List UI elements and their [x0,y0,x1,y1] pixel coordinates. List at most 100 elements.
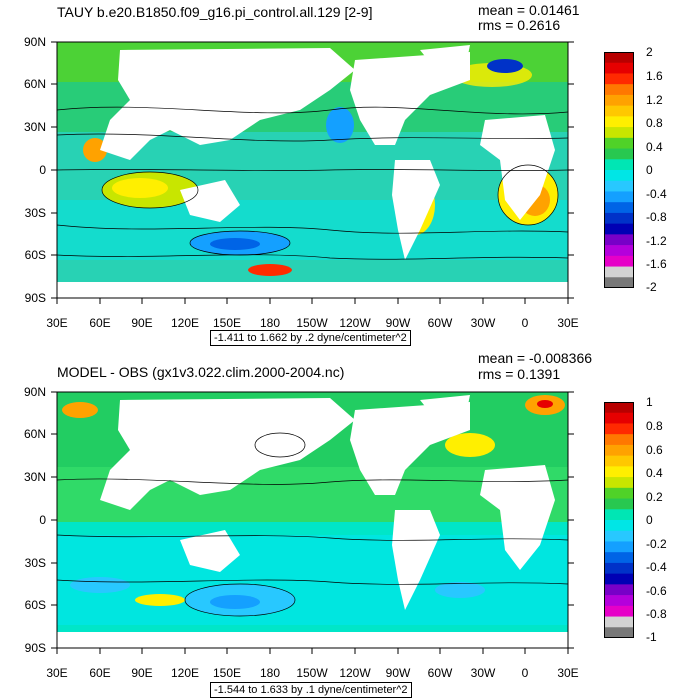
southern-min-core [210,238,260,250]
colorbar-swatch [604,595,634,607]
colorbar-swatch [604,202,634,214]
lon-label: 60E [89,316,111,330]
colorbar-swatch [604,530,634,542]
colorbar-swatch [604,191,634,203]
colorbar-label: -0.6 [646,584,667,598]
lat-label: 0 [39,513,46,527]
lon-label: 30E [46,666,68,680]
lon-label: 150W [296,666,328,680]
greenland [420,395,470,425]
barents-max [62,402,98,418]
colorbar-label: 1.2 [646,93,663,107]
lat-label: 60N [23,77,46,91]
australia [180,180,240,222]
colorbar-swatch [604,466,634,478]
colorbar-swatch [604,212,634,225]
colorbar-swatch [604,455,634,467]
colorbar-swatch [604,266,634,278]
eurasia [100,398,355,510]
tick-marks [51,41,574,304]
colorbar-label: 0.4 [646,466,663,480]
lon-label: 120E [170,316,200,330]
colorbar-swatch [604,402,634,414]
rms-stat: rms = 0.2616 [478,17,561,33]
lat-label: 30S [24,206,46,220]
colorbar-swatch [604,84,634,96]
antarctica [57,632,568,648]
colorbar-swatch [604,605,634,618]
colorbar-swatch [604,412,634,424]
colorbar-swatch [604,105,634,117]
colorbar-swatch [604,245,634,257]
colorbar-label: 0.8 [646,116,663,130]
colorbar-swatch [604,477,634,489]
lon-label: 180 [259,316,281,330]
north-america [350,402,470,495]
lon-label: 150W [296,316,328,330]
lon-label: 60E [89,666,111,680]
colorbar-label: -0.4 [646,560,667,574]
map-plot [51,41,574,304]
colorbar-swatch [604,562,634,575]
colorbar-swatch [604,616,634,628]
colorbar-label: -0.2 [646,537,667,551]
rms-stat: rms = 0.1391 [478,366,561,382]
tick-marks [51,391,574,654]
map-field [57,42,568,298]
lon-label: 120W [339,666,371,680]
australia [180,530,240,572]
colorbar-label: 1 [646,395,653,409]
south-america [392,510,440,610]
north-pacific-min [326,107,354,143]
colorbar-label: -0.8 [646,210,667,224]
colorbar-swatch [604,73,634,85]
mean-stat: mean = 0.01461 [478,2,580,18]
contour-range-info: -1.411 to 1.662 by .2 dyne/centimeter^2 [210,330,411,346]
map-plot [51,391,574,654]
colorbar-label: 2 [646,45,653,59]
colorbar-label: 0.2 [646,490,663,504]
colorbar-label: -1.6 [646,257,667,271]
colorbar [604,402,634,638]
colorbar-swatch [604,487,634,500]
colorbar [604,52,634,288]
lon-label: 30E [557,666,579,680]
lon-label: 90W [385,666,411,680]
lon-label: 150E [212,666,242,680]
colorbar-swatch [604,541,634,553]
colorbar-swatch [604,423,634,435]
lon-label: 150E [212,316,242,330]
lat-label: 30N [23,120,46,134]
colorbar-label: 1.6 [646,69,663,83]
lon-label: 30E [46,316,68,330]
southern-min-core [210,595,260,609]
southern-band [57,200,568,260]
lon-label: 0 [521,316,529,330]
arabian-sea-max [83,138,107,162]
southern-band [57,535,568,625]
ross-sea-max [248,264,292,276]
norwegian-sea-core [537,400,553,408]
africa [480,115,555,220]
colorbar-swatch [604,234,634,246]
lat-label: 90S [24,641,46,655]
lon-label: 90E [131,666,153,680]
colorbar-swatch [604,444,634,457]
colorbar-label: -2 [646,280,657,294]
lon-label: 90E [131,316,153,330]
colorbar-label: 0.6 [646,443,663,457]
colorbar-swatch [604,277,634,288]
lon-label: 0 [521,666,529,680]
panel-tauy: TAUY b.e20.B1850.f09_g16.pi_control.all.… [23,2,667,346]
colorbar-swatch [604,170,634,182]
antarctica [57,282,568,298]
colorbar-swatch [604,127,634,139]
colorbar-swatch [604,137,634,150]
contour-range-info: -1.544 to 1.633 by .1 dyne/centimeter^2 [210,682,412,698]
lat-label: 90S [24,291,46,305]
panel-title: MODEL - OBS (gx1v3.022.clim.2000-2004.nc… [57,364,345,380]
map-field [57,392,568,648]
colorbar-label: 0 [646,163,653,177]
lat-label: 0 [39,163,46,177]
mean-stat: mean = -0.008366 [478,350,593,366]
